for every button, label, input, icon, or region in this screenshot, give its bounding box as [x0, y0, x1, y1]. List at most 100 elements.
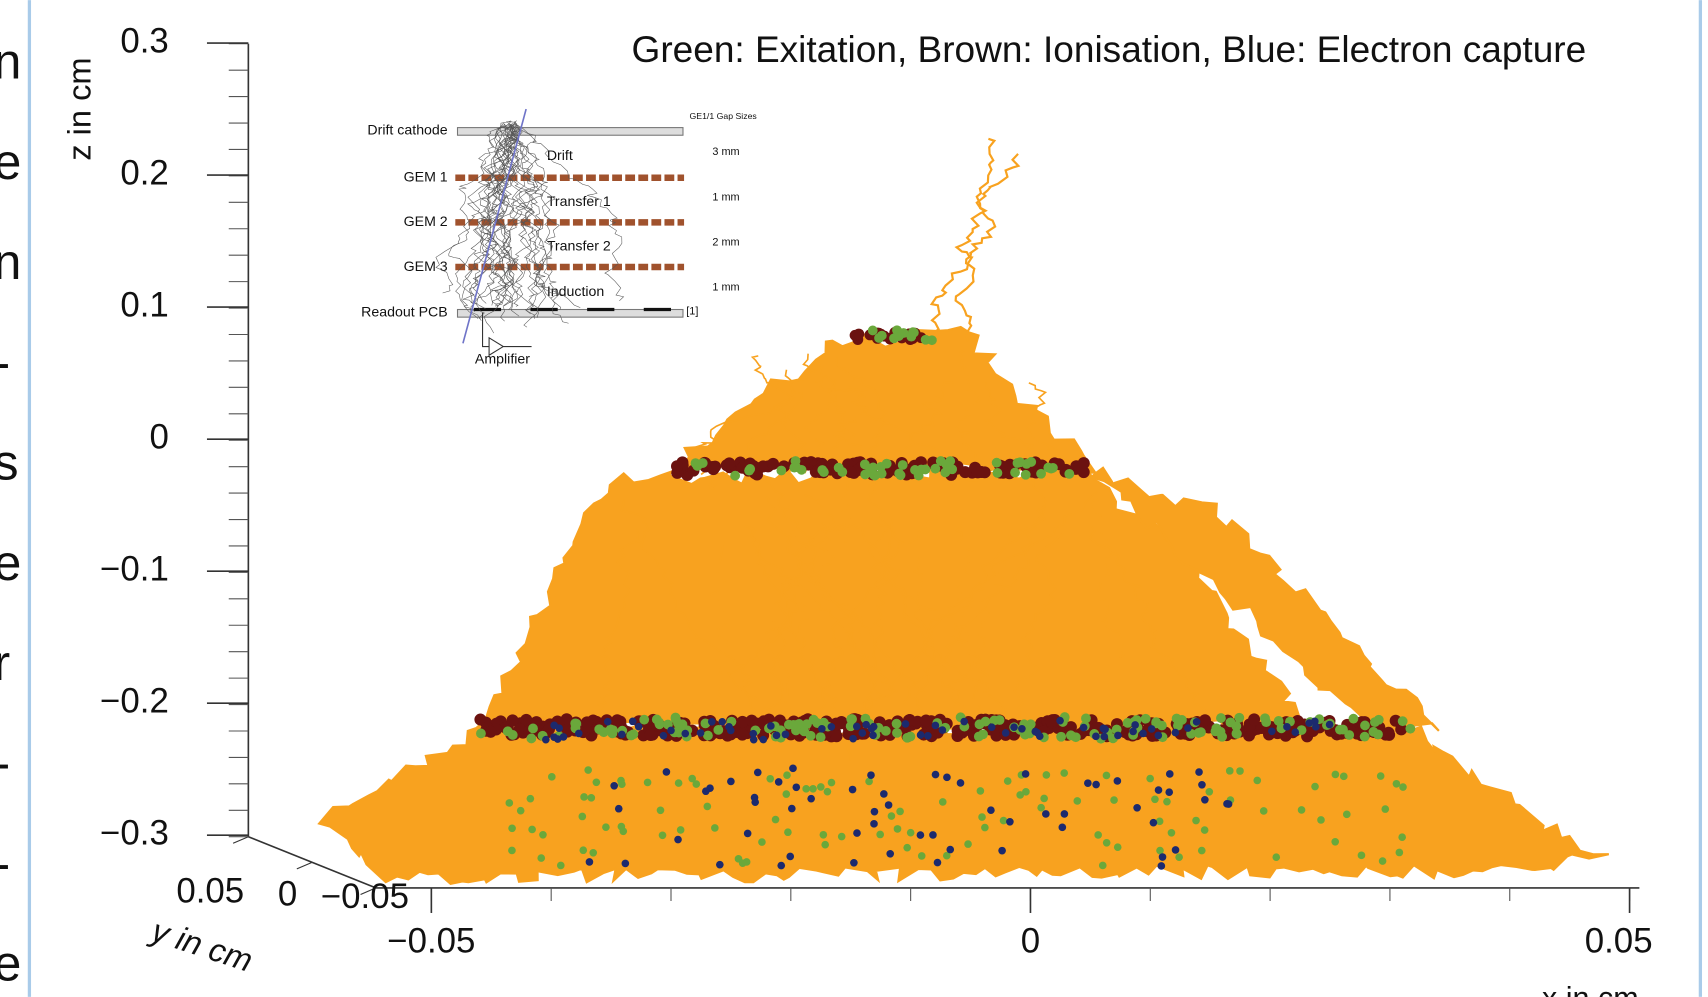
gap-size: 1 mm	[712, 282, 739, 294]
avalanche-line	[511, 122, 581, 308]
point	[887, 812, 896, 820]
point	[639, 714, 650, 725]
point	[559, 733, 568, 741]
point	[1158, 853, 1167, 861]
point	[964, 840, 972, 848]
point	[868, 462, 879, 473]
point	[886, 849, 895, 858]
point	[508, 824, 516, 833]
point	[1225, 767, 1234, 775]
point	[1003, 777, 1012, 785]
avalanche-line	[470, 120, 518, 320]
point	[991, 457, 1002, 468]
point	[738, 859, 747, 868]
point	[998, 846, 1006, 855]
z-tick-label: 0.2	[120, 153, 168, 192]
point	[777, 861, 786, 870]
point	[1139, 729, 1147, 738]
point	[603, 717, 612, 726]
point	[926, 335, 937, 346]
point	[667, 726, 675, 735]
point	[539, 830, 547, 839]
point	[1259, 807, 1268, 815]
point	[789, 462, 800, 473]
point	[1273, 716, 1284, 726]
amplifier-symbol	[488, 336, 505, 357]
point	[750, 793, 759, 802]
track	[902, 491, 1098, 704]
point	[1018, 724, 1026, 733]
point	[971, 466, 984, 479]
point	[992, 468, 1003, 478]
point	[1048, 462, 1058, 473]
track	[727, 522, 828, 729]
point	[757, 460, 770, 473]
track	[954, 516, 991, 726]
point	[676, 826, 685, 834]
avalanche-line	[483, 124, 541, 334]
point	[1042, 771, 1051, 779]
point	[1211, 723, 1222, 734]
point	[1253, 776, 1262, 785]
point	[658, 831, 667, 840]
point	[766, 774, 775, 783]
margin-letter: r	[0, 635, 10, 691]
point	[1283, 723, 1291, 731]
point	[1081, 713, 1091, 724]
avalanche-line	[461, 125, 512, 319]
point	[1205, 787, 1214, 796]
point	[906, 331, 917, 342]
point	[999, 816, 1008, 825]
point	[592, 778, 601, 787]
point	[608, 725, 618, 736]
point	[782, 790, 791, 798]
point	[1113, 843, 1122, 852]
point	[1192, 718, 1201, 726]
point	[1395, 848, 1404, 857]
point	[807, 794, 815, 803]
point	[1291, 714, 1304, 727]
point	[1291, 728, 1300, 737]
point	[772, 731, 781, 740]
point	[670, 460, 683, 473]
point	[1140, 713, 1151, 724]
point	[1376, 772, 1385, 780]
point	[1149, 818, 1158, 827]
point	[476, 728, 486, 739]
point	[1037, 803, 1045, 812]
gap-label: Drift	[547, 148, 573, 164]
point	[1070, 732, 1081, 743]
point	[880, 790, 888, 798]
point	[574, 729, 583, 738]
point	[697, 458, 708, 468]
point	[767, 722, 775, 730]
z-tick-label: −0.2	[100, 681, 169, 720]
track	[1088, 526, 1218, 720]
track	[832, 367, 869, 449]
interaction-points	[474, 325, 1416, 870]
y-tick	[232, 836, 249, 844]
point	[869, 731, 877, 740]
point	[1012, 458, 1023, 468]
point	[974, 719, 985, 730]
point	[578, 812, 587, 821]
point	[1056, 716, 1064, 725]
point	[1131, 721, 1139, 729]
point	[673, 718, 683, 729]
point	[942, 851, 951, 860]
point	[550, 733, 558, 741]
point	[850, 858, 858, 867]
point	[827, 722, 836, 731]
layer-label: Drift cathode	[367, 123, 447, 139]
avalanche-line	[501, 123, 547, 297]
margin-letter: e	[0, 936, 21, 992]
track	[913, 493, 1047, 714]
point	[1331, 770, 1340, 779]
point	[1398, 833, 1406, 842]
point	[1147, 725, 1156, 733]
point	[1224, 800, 1233, 808]
point	[584, 766, 592, 774]
point	[1026, 457, 1037, 467]
point	[1016, 791, 1024, 799]
point	[844, 466, 857, 479]
